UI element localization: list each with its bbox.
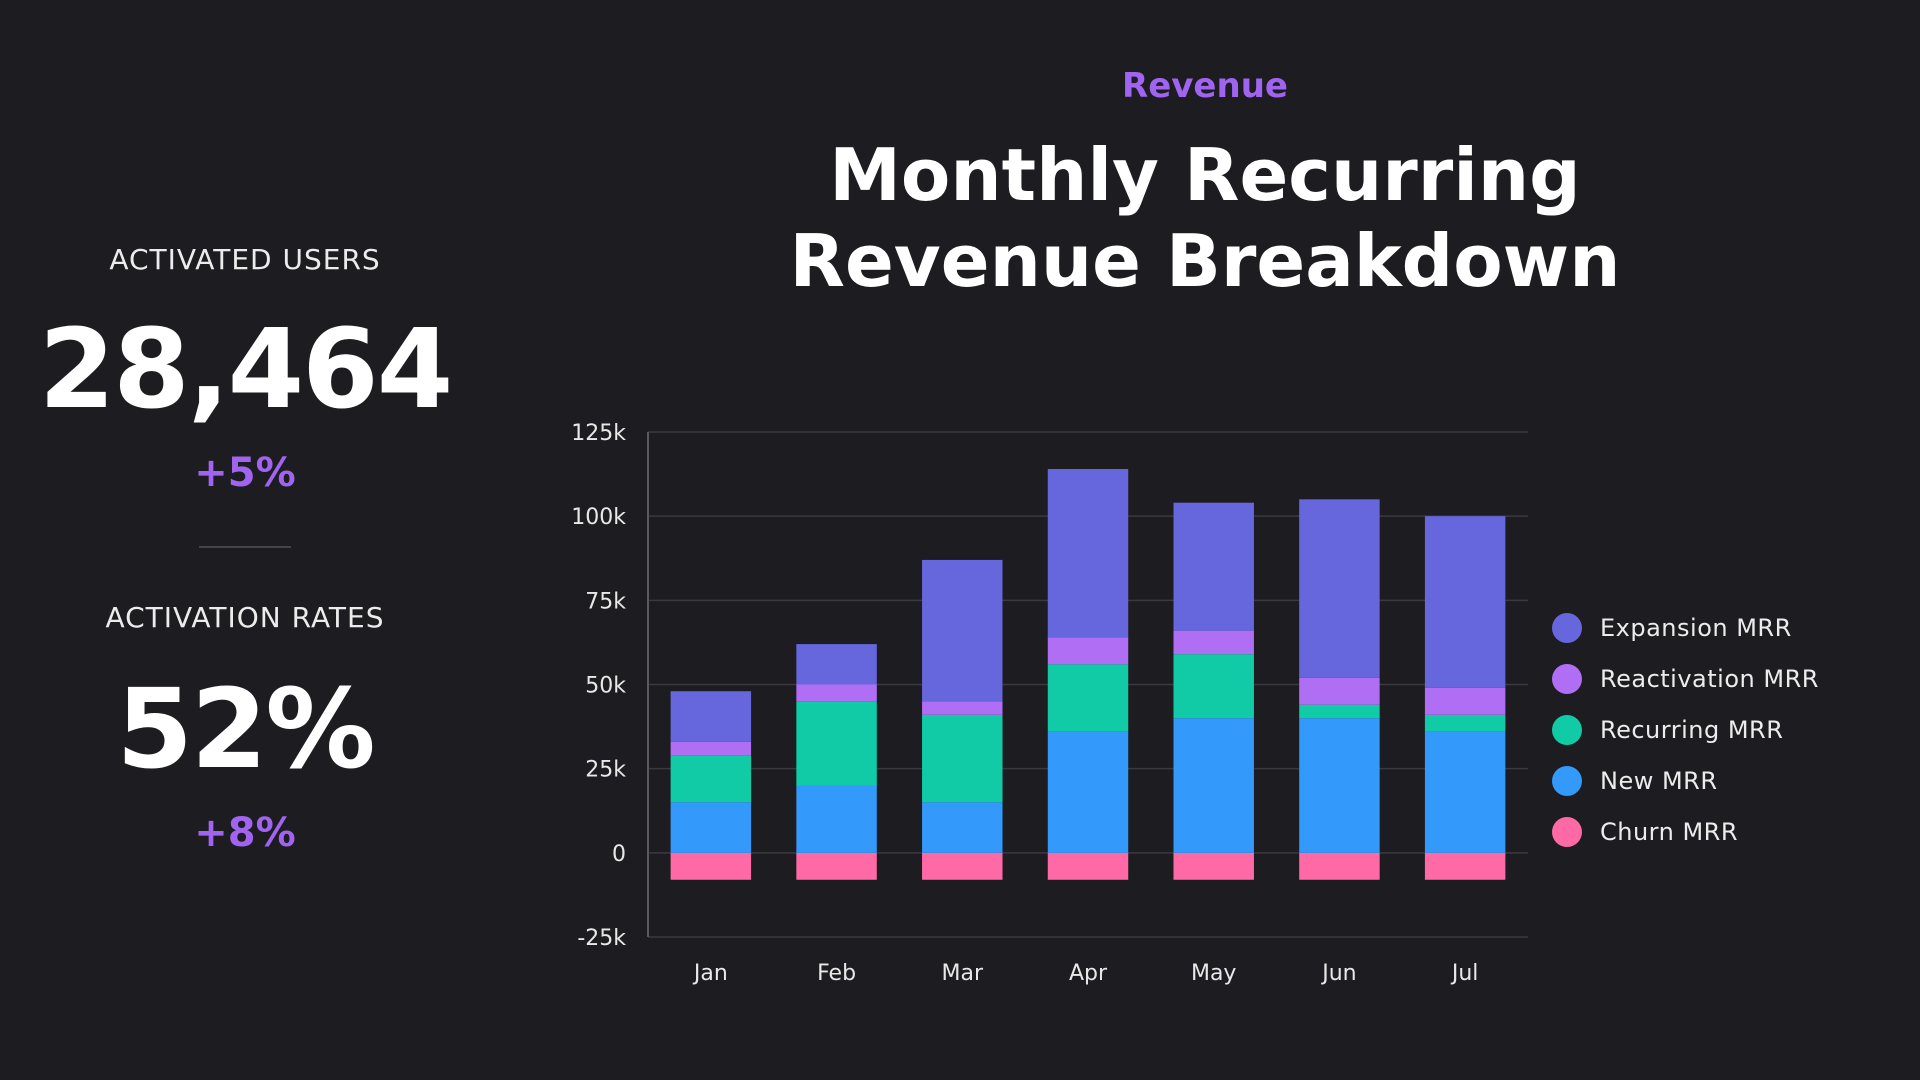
bar-segment-reactivation-mrr xyxy=(1173,630,1254,655)
x-tick-label: May xyxy=(1191,961,1236,986)
legend-swatch xyxy=(1552,612,1582,643)
legend-item: Reactivation MRR xyxy=(1552,653,1912,704)
y-tick-label: 50k xyxy=(585,674,626,699)
legend-label: Expansion MRR xyxy=(1600,613,1792,642)
bar-segment-recurring-mrr xyxy=(670,755,752,803)
bar-segment-recurring-mrr xyxy=(1424,714,1506,732)
bar-segment-new-mrr xyxy=(1047,731,1129,853)
y-tick-label: 75k xyxy=(585,589,626,614)
bar-segment-churn-mrr xyxy=(670,852,752,880)
kpi-activated-users: ACTIVATED USERS 28,464 +5% xyxy=(30,240,460,498)
kpi-column: ACTIVATED USERS 28,464 +5% ACTIVATION RA… xyxy=(30,240,460,858)
bar-segment-new-mrr xyxy=(1299,718,1380,853)
bar-segment-reactivation-mrr xyxy=(670,741,752,756)
mrr-chart: -25k 0 25k 50k 75k 100k 125k Jan Feb Mar Apr May Jun… xyxy=(560,410,1560,1010)
x-tick-label: Jan xyxy=(692,961,728,986)
y-tick-label: 100k xyxy=(571,505,626,530)
y-tick-label: 0 xyxy=(612,842,626,867)
kpi-value: 28,464 xyxy=(38,305,453,433)
bar-segment-expansion-mrr xyxy=(670,691,752,742)
bar-segment-reactivation-mrr xyxy=(1424,687,1506,715)
page-title: Monthly Recurring Revenue Breakdown xyxy=(780,132,1630,304)
kpi-change: +8% xyxy=(194,810,296,856)
kpi-label: ACTIVATED USERS xyxy=(109,243,381,276)
x-tick-label: Jul xyxy=(1450,961,1479,986)
kpi-activation-rates: ACTIVATION RATES 52% +8% xyxy=(30,598,460,858)
kpi-label: ACTIVATION RATES xyxy=(105,601,385,634)
legend-label: Reactivation MRR xyxy=(1600,664,1819,693)
bar-segment-expansion-mrr xyxy=(1173,502,1254,631)
bar-segment-reactivation-mrr xyxy=(796,684,877,702)
bar-segment-reactivation-mrr xyxy=(1299,677,1380,705)
x-tick-label: Feb xyxy=(817,961,856,986)
bar-segment-churn-mrr xyxy=(1047,852,1129,880)
kpi-value: 52% xyxy=(116,665,375,793)
chart-legend: Expansion MRR Reactivation MRR Recurring M… xyxy=(1552,602,1912,857)
bar-segment-churn-mrr xyxy=(796,852,877,880)
bar-segment-churn-mrr xyxy=(1299,852,1380,880)
legend-item: Expansion MRR xyxy=(1552,602,1912,653)
section-eyebrow: Revenue xyxy=(1122,66,1288,106)
bar-segment-reactivation-mrr xyxy=(1047,637,1129,665)
legend-swatch xyxy=(1552,714,1582,745)
bar-segment-new-mrr xyxy=(670,802,752,853)
y-tick-label: 25k xyxy=(585,758,626,783)
y-tick-label: 125k xyxy=(571,421,626,446)
bar-segment-new-mrr xyxy=(1173,718,1254,853)
bar-segment-recurring-mrr xyxy=(1299,704,1380,719)
bar-segment-expansion-mrr xyxy=(1047,469,1129,638)
legend-item: Churn MRR xyxy=(1552,806,1912,857)
bar-segment-churn-mrr xyxy=(1424,852,1506,880)
bar-segment-new-mrr xyxy=(1424,731,1506,853)
bar-segment-recurring-mrr xyxy=(922,714,1003,803)
legend-swatch xyxy=(1552,663,1582,694)
bar-segment-expansion-mrr xyxy=(1424,516,1506,688)
bar-segment-expansion-mrr xyxy=(1299,499,1380,678)
title-line-2: Revenue Breakdown xyxy=(789,219,1621,303)
bar-segment-churn-mrr xyxy=(1173,852,1254,880)
legend-swatch xyxy=(1552,765,1582,796)
bar-segment-expansion-mrr xyxy=(796,644,877,685)
x-tick-label: Mar xyxy=(942,961,984,986)
x-tick-label: Apr xyxy=(1069,961,1108,986)
title-line-1: Monthly Recurring xyxy=(829,133,1581,217)
legend-label: Churn MRR xyxy=(1600,817,1739,846)
y-tick-label: -25k xyxy=(577,926,626,951)
kpi-divider xyxy=(199,546,291,548)
bar-segment-recurring-mrr xyxy=(1173,654,1254,719)
bar-segment-new-mrr xyxy=(922,802,1003,853)
bar-segment-new-mrr xyxy=(796,785,877,853)
bar-segment-churn-mrr xyxy=(922,852,1003,880)
mrr-chart-svg: -25k 0 25k 50k 75k 100k 125k Jan Feb Mar Apr May Jun… xyxy=(571,421,1528,986)
legend-item: Recurring MRR xyxy=(1552,704,1912,755)
legend-item: New MRR xyxy=(1552,755,1912,806)
legend-label: Recurring MRR xyxy=(1600,715,1784,744)
bar-segment-expansion-mrr xyxy=(922,559,1003,702)
bar-segment-recurring-mrr xyxy=(796,701,877,786)
bar-segment-recurring-mrr xyxy=(1047,664,1129,732)
legend-swatch xyxy=(1552,816,1582,847)
x-tick-label: Jun xyxy=(1320,961,1356,986)
kpi-change: +5% xyxy=(194,450,296,496)
legend-label: New MRR xyxy=(1600,766,1718,795)
bar-segment-reactivation-mrr xyxy=(922,701,1003,715)
